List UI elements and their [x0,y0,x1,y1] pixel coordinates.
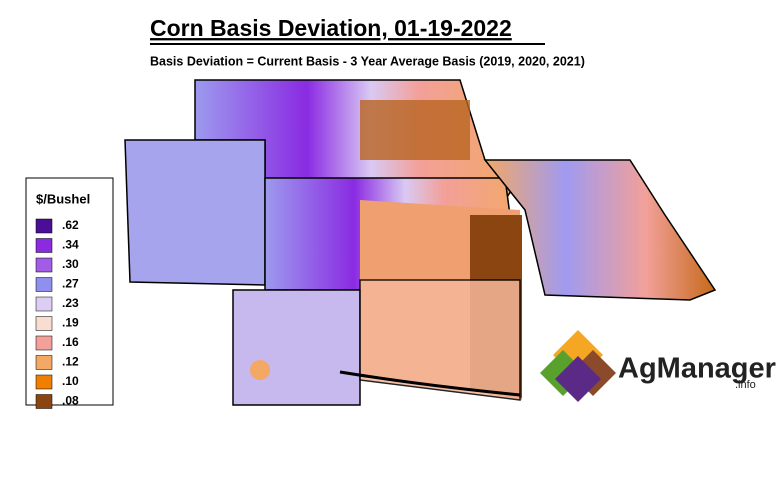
legend-swatch [35,355,53,370]
legend-swatch [35,218,53,234]
legend-swatch [35,394,53,409]
logo-suffix: .info [735,379,756,391]
legend-label: .19 [62,316,79,330]
legend-swatch [35,277,53,292]
title: Corn Basis Deviation, 01-19-2022 [150,15,512,41]
legend-swatch [35,238,53,253]
legend-swatch [35,335,53,351]
logo-name: AgManager [618,353,776,385]
legend-label: .16 [62,335,79,349]
legend-label: .34 [62,238,79,252]
legend-label: .10 [62,374,79,388]
legend-swatch [35,257,53,273]
legend-swatch [35,374,53,390]
legend-label: .08 [62,394,79,408]
map [124,79,717,406]
legend-swatch [35,316,53,331]
legend-label: .23 [62,296,79,310]
legend-title: $/Bushel [36,191,90,206]
legend-label: .12 [62,355,79,369]
legend-swatch [35,296,53,312]
legend-label: .62 [62,218,79,232]
legend: $/Bushel .62 .34 .30 .27 .23 .19 .16 .12 .10 .08 [25,177,114,409]
subtitle: Basis Deviation = Current Basis - 3 Year… [150,54,585,68]
legend-label: .30 [62,257,79,271]
logo: AgManager .info [540,330,776,402]
legend-label: .27 [62,277,79,291]
